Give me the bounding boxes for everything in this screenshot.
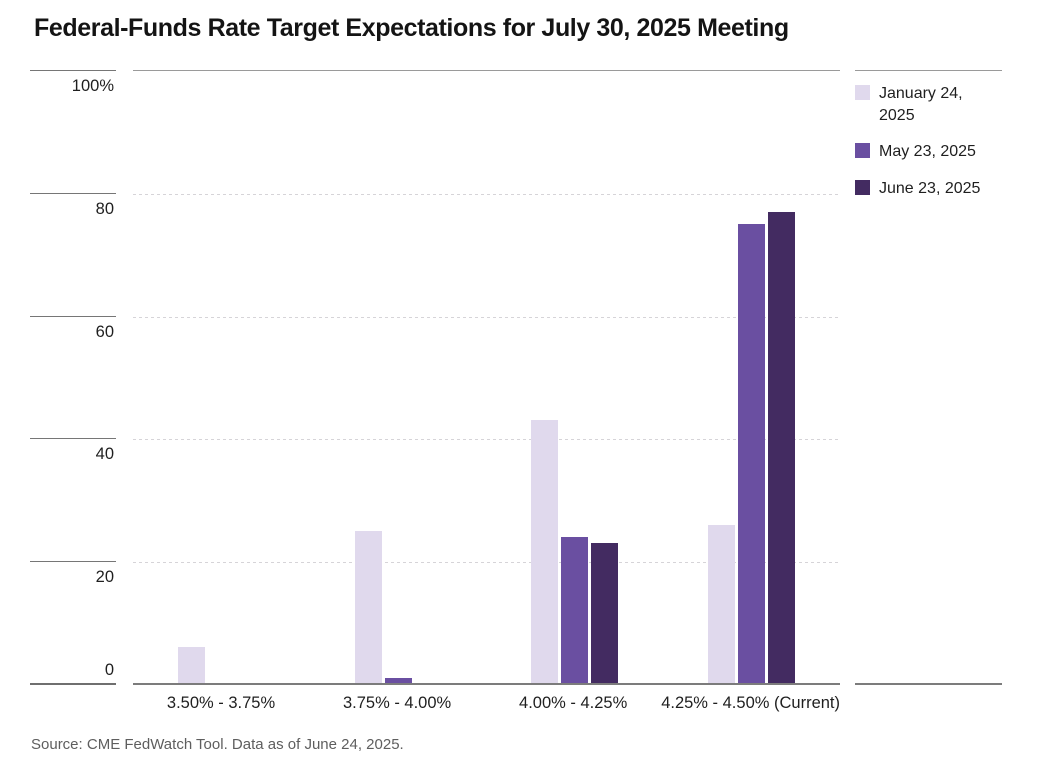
bar <box>354 530 382 684</box>
legend: January 24, 2025 May 23, 2025 June 23, 202… <box>855 70 1002 214</box>
x-axis-line <box>133 683 840 685</box>
legend-item: January 24, 2025 <box>855 83 1002 126</box>
gridline <box>133 316 840 318</box>
y-tick-label: 0 <box>104 661 114 679</box>
y-tick-line <box>30 683 116 685</box>
bar <box>708 524 736 684</box>
gridline <box>133 193 840 195</box>
legend-label: May 23, 2025 <box>879 143 976 161</box>
bar <box>561 536 589 684</box>
bar <box>768 212 796 684</box>
bar <box>738 224 766 684</box>
gridline <box>133 562 840 564</box>
x-axis-label: 3.50% - 3.75% <box>166 694 276 712</box>
bar <box>177 647 205 684</box>
y-tick-label: 40 <box>95 445 114 464</box>
legend-label: January 24, 2025 <box>879 85 963 124</box>
legend-label: June 23, 2025 <box>879 179 981 197</box>
y-axis: 100% 80 60 40 20 0 <box>30 70 116 685</box>
chart-title: Federal-Funds Rate Target Expectations f… <box>34 14 789 42</box>
y-tick-line <box>30 438 116 440</box>
y-tick-label: 20 <box>95 568 114 587</box>
y-tick-line <box>30 192 116 194</box>
x-axis-label: 4.00% - 4.25% <box>519 694 628 712</box>
bar <box>531 420 559 684</box>
y-tick-label: 60 <box>95 322 114 341</box>
x-axis-labels: 3.50% - 3.75% 3.75% - 4.00% 4.00% - 4.25% 4… <box>133 694 840 713</box>
bar <box>591 543 619 684</box>
y-tick-line <box>30 315 116 317</box>
x-axis-label: 4.25% - 4.50% (Current) <box>661 694 841 712</box>
y-tick-line <box>30 70 116 71</box>
legend-swatch-icon <box>855 85 870 100</box>
legend-item: June 23, 2025 <box>855 178 1002 200</box>
bar-groups <box>133 71 840 684</box>
legend-swatch-icon <box>855 143 870 159</box>
y-tick-label: 100% <box>71 77 114 95</box>
source-note: Source: CME FedWatch Tool. Data as of Ju… <box>31 736 404 753</box>
y-tick-line <box>30 561 116 563</box>
x-axis-label: 3.75% - 4.00% <box>342 694 452 712</box>
bar-group <box>487 71 664 684</box>
y-tick-label: 80 <box>95 199 114 218</box>
bar-group <box>133 71 310 684</box>
gridline <box>133 439 840 441</box>
legend-item: May 23, 2025 <box>855 141 1002 163</box>
legend-swatch-icon <box>855 179 870 195</box>
legend-bottom-rule <box>855 683 1002 685</box>
bar-group <box>663 71 840 684</box>
bar <box>384 677 412 684</box>
plot-area <box>133 70 840 685</box>
bar-group <box>310 71 487 684</box>
